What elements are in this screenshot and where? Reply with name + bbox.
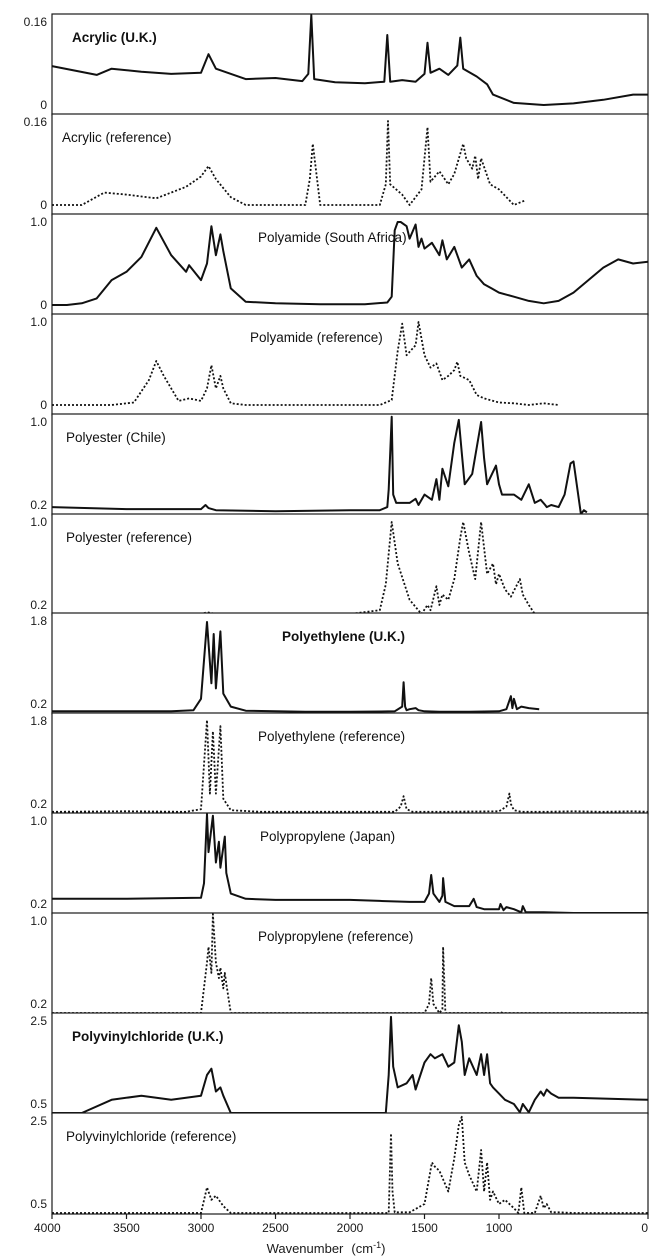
spectrum-trace bbox=[52, 1015, 649, 1114]
x-tick-label: 4000 bbox=[34, 1221, 61, 1235]
panel-title: Polyethylene (reference) bbox=[258, 729, 405, 744]
y-tick-label: 0.16 bbox=[24, 15, 48, 29]
panel-title: Acrylic (U.K.) bbox=[72, 30, 157, 45]
spectrum-trace bbox=[52, 521, 536, 615]
y-tick-label: 0 bbox=[40, 98, 47, 112]
panel-title: Polypropylene (Japan) bbox=[260, 829, 395, 844]
y-tick-label: 2.5 bbox=[30, 1114, 47, 1128]
panel-title: Polyvinylchloride (reference) bbox=[66, 1129, 236, 1144]
spectrum-panel: 0.2 1.8 Polyethylene (U.K.) bbox=[30, 612, 649, 715]
spectrum-panel: 0.5 2.5 Polyvinylchloride (reference) bbox=[30, 1112, 649, 1215]
y-tick-label: 0.5 bbox=[30, 1197, 47, 1211]
x-tick-label: 1500 bbox=[411, 1221, 438, 1235]
spectrum-trace bbox=[52, 813, 648, 914]
panel-title: Polyethylene (U.K.) bbox=[282, 629, 405, 644]
spectrum-trace bbox=[51, 14, 648, 106]
x-tick-label: 1000 bbox=[486, 1221, 513, 1235]
panel-frame bbox=[51, 513, 649, 616]
y-tick-label: 1.8 bbox=[30, 614, 47, 628]
y-tick-label: 1.0 bbox=[30, 215, 47, 229]
y-tick-label: 0.2 bbox=[30, 498, 47, 512]
spectrum-trace bbox=[52, 1115, 648, 1214]
y-tick-label: 0.2 bbox=[30, 897, 47, 911]
x-tick-label: 2000 bbox=[337, 1221, 364, 1235]
panel-title: Polypropylene (reference) bbox=[258, 929, 413, 944]
panel-frame bbox=[51, 612, 649, 715]
panel-title: Polyester (Chile) bbox=[66, 430, 166, 445]
y-tick-label: 1.0 bbox=[30, 415, 47, 429]
panel-frame bbox=[51, 812, 649, 915]
panel-frame bbox=[51, 912, 649, 1015]
x-tick-label: 2500 bbox=[262, 1221, 289, 1235]
y-tick-label: 0.2 bbox=[30, 598, 47, 612]
y-tick-label: 1.0 bbox=[30, 515, 47, 529]
y-tick-label: 0 bbox=[40, 298, 47, 312]
panels-layer: 0 0.16 Acrylic (U.K.) 0 0.16 Acrylic (referen… bbox=[24, 13, 649, 1215]
y-tick-label: 0 bbox=[40, 198, 47, 212]
panel-title: Polyamide (South Africa) bbox=[258, 230, 407, 245]
spectrum-panel: 0.2 1.0 Polyester (Chile) bbox=[30, 413, 649, 516]
panel-frame bbox=[51, 213, 649, 316]
spectrum-trace bbox=[51, 719, 649, 813]
y-tick-label: 0.2 bbox=[30, 997, 47, 1011]
panel-title: Acrylic (reference) bbox=[62, 130, 172, 145]
y-tick-label: 0 bbox=[40, 398, 47, 412]
panel-title: Polyvinylchloride (U.K.) bbox=[72, 1029, 224, 1044]
x-tick-label: 0 bbox=[641, 1221, 648, 1235]
y-tick-label: 1.8 bbox=[30, 714, 47, 728]
spectrum-trace bbox=[52, 120, 525, 206]
panel-frame bbox=[51, 13, 649, 116]
spectrum-panel: 0.5 2.5 Polyvinylchloride (U.K.) bbox=[30, 1012, 649, 1115]
y-tick-label: 0.2 bbox=[30, 697, 47, 711]
x-tick-label: 3000 bbox=[188, 1221, 215, 1235]
spectrum-trace bbox=[52, 221, 649, 306]
spectrum-trace bbox=[52, 321, 559, 406]
panel-title: Polyester (reference) bbox=[66, 530, 192, 545]
y-tick-label: 1.0 bbox=[30, 814, 47, 828]
panel-frame bbox=[51, 712, 649, 815]
spectrum-panel: 0.2 1.8 Polyethylene (reference) bbox=[30, 712, 649, 815]
y-tick-label: 1.0 bbox=[30, 315, 47, 329]
spectrum-panel: 0.2 1.0 Polyester (reference) bbox=[30, 513, 649, 616]
x-axis: 4000 3500 3000 2500 2000 1500 1000 0 bbox=[34, 1214, 649, 1235]
panel-title: Polyamide (reference) bbox=[250, 330, 383, 345]
spectrum-panel: 0.2 1.0 Polypropylene (Japan) bbox=[30, 812, 649, 915]
panel-frame bbox=[51, 113, 649, 216]
spectrum-trace bbox=[51, 415, 588, 515]
spectrum-panel: 0 0.16 Acrylic (U.K.) bbox=[24, 13, 649, 116]
x-tick-label: 3500 bbox=[113, 1221, 140, 1235]
spectrum-panel: 0.2 1.0 Polypropylene (reference) bbox=[30, 912, 649, 1015]
y-tick-label: 1.0 bbox=[30, 914, 47, 928]
x-axis-label: Wavenumber (cm-1) bbox=[267, 1240, 386, 1256]
panel-frame bbox=[51, 313, 649, 416]
y-tick-label: 0.16 bbox=[24, 115, 48, 129]
y-tick-label: 0.5 bbox=[30, 1097, 47, 1111]
y-tick-label: 2.5 bbox=[30, 1014, 47, 1028]
y-tick-label: 0.2 bbox=[30, 797, 47, 811]
spectrum-panel: 0 1.0 Polyamide (South Africa) bbox=[30, 213, 649, 316]
spectrum-panel: 0 1.0 Polyamide (reference) bbox=[30, 313, 649, 416]
spectrum-panel: 0 0.16 Acrylic (reference) bbox=[24, 113, 649, 216]
spectrum-trace bbox=[52, 621, 540, 713]
